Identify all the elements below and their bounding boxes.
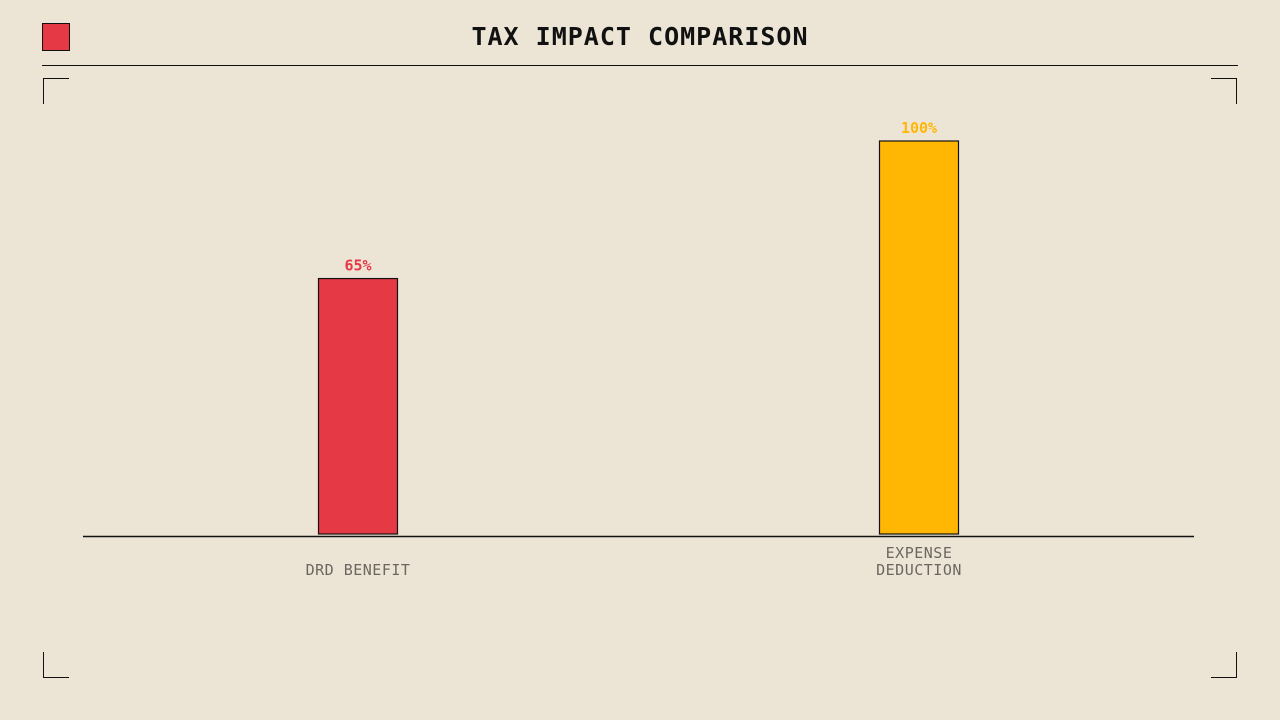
bar-0 <box>317 277 399 535</box>
bar-1 <box>878 140 960 535</box>
page-title: TAX IMPACT COMPARISON <box>471 22 809 51</box>
corner-bracket-bottom-right <box>1211 652 1237 678</box>
corner-bracket-bottom-left <box>43 652 69 678</box>
logo-square <box>42 23 70 51</box>
category-label-1-line-0: EXPENSE <box>886 544 953 562</box>
corner-bracket-top-left <box>43 78 69 104</box>
value-label-0: 65% <box>344 257 371 275</box>
value-label-1: 100% <box>901 119 937 137</box>
category-label-1-line-1: DEDUCTION <box>876 561 962 579</box>
corner-bracket-top-right <box>1211 78 1237 104</box>
category-label-0-line-0: DRD BENEFIT <box>306 561 411 579</box>
title-divider <box>42 65 1238 66</box>
